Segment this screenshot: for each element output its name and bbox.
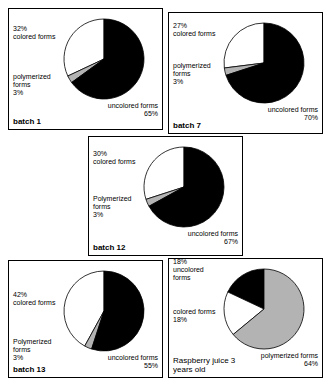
- html-text:batch 7: batch 7: [173, 121, 201, 130]
- html-text:batch 13: batch 13: [13, 365, 46, 374]
- svg-text:32%colored forms: 32%colored forms: [13, 25, 56, 40]
- svg-text:30%colored forms: 30%colored forms: [93, 150, 136, 165]
- svg-text:polymerized forms64%: polymerized forms64%: [261, 352, 319, 367]
- svg-text:uncolored forms70%: uncolored forms70%: [268, 106, 319, 121]
- html-text:batch 1: batch 1: [13, 117, 41, 126]
- html-text:batch 12: batch 12: [93, 243, 126, 252]
- svg-text:colored forms18%: colored forms18%: [173, 308, 216, 323]
- html-text:Raspberry juice 3 years old: Raspberry juice 3 years old: [173, 356, 236, 374]
- svg-text:42%colored forms: 42%colored forms: [13, 291, 56, 306]
- svg-text:Polymerizedforms3%: Polymerizedforms3%: [93, 195, 132, 218]
- svg-text:polymerizedforms3%: polymerizedforms3%: [173, 62, 211, 85]
- svg-text:uncolored forms65%: uncolored forms65%: [108, 102, 159, 117]
- svg-text:18%uncoloredforms: 18%uncoloredforms: [173, 259, 204, 281]
- svg-text:polymerizedforms3%: polymerizedforms3%: [13, 73, 51, 96]
- svg-text:Polymerizedforms3%: Polymerizedforms3%: [13, 338, 52, 361]
- svg-text:27%colored forms: 27%colored forms: [173, 22, 216, 37]
- svg-text:uncolored forms67%: uncolored forms67%: [188, 230, 239, 245]
- svg-text:uncolored forms55%: uncolored forms55%: [108, 354, 159, 369]
